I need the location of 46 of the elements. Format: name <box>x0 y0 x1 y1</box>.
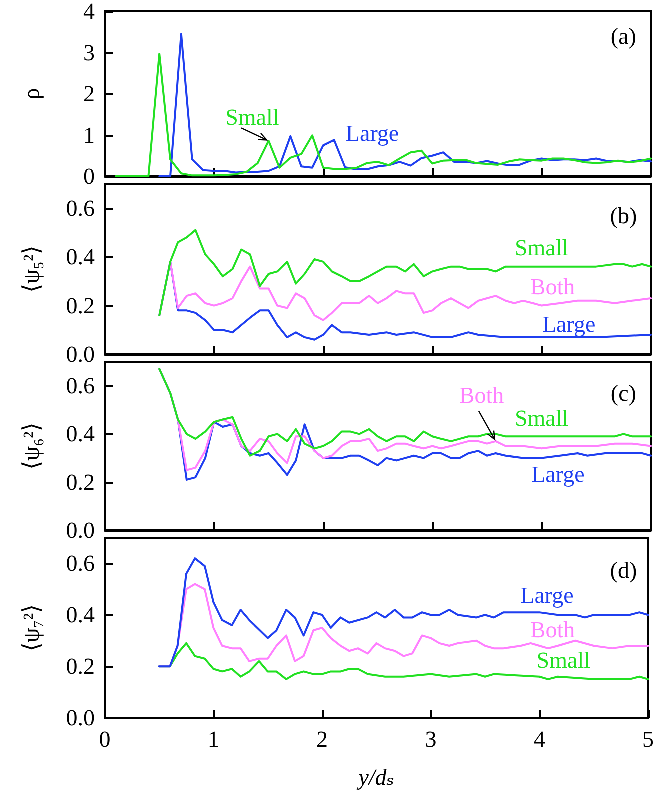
line-series <box>114 52 652 178</box>
x-tick-label: 1 <box>208 727 220 752</box>
y-tick-label: 0.6 <box>66 551 95 576</box>
series-label: Small <box>514 236 569 261</box>
x-tick-label: 0 <box>99 727 111 752</box>
series-label: Large <box>542 312 596 338</box>
y-tick-label: 0.4 <box>66 602 96 628</box>
x-tick-label: 3 <box>425 727 437 752</box>
y-axis-title: ρ <box>19 88 44 100</box>
annotation: (c) <box>610 381 636 406</box>
y-tick-label: 0.6 <box>66 196 95 221</box>
line-series <box>158 229 652 317</box>
annotation: (a) <box>610 24 636 49</box>
annotation: (b) <box>610 204 638 229</box>
y-tick-label: 1 <box>84 122 95 148</box>
y-tick-label: 0.0 <box>66 342 95 367</box>
y-tick-label: 0.2 <box>66 293 95 318</box>
series-label: Small <box>226 104 280 130</box>
annotation: (d) <box>610 558 638 583</box>
y-tick-label: 0.2 <box>66 654 95 680</box>
series-label: Both <box>530 617 576 642</box>
series-label: Large <box>520 583 574 608</box>
y-tick-label: 0.0 <box>66 706 95 730</box>
series-label: Both <box>459 382 505 408</box>
y-tick-label: 3 <box>84 40 95 66</box>
y-tick-label: 0.2 <box>66 470 95 495</box>
series-label: Large <box>532 462 585 488</box>
x-tick-label: 5 <box>642 727 654 752</box>
y-tick-label: 0 <box>84 164 95 189</box>
y-tick-label: 0.6 <box>66 374 95 399</box>
y-axis-title: ⟨ψ₅²⟩ <box>19 246 44 293</box>
x-tick-label: 2 <box>316 727 328 752</box>
x-axis-title: y/dₛ <box>356 765 395 790</box>
y-axis-title: ⟨ψ₇²⟩ <box>19 604 44 652</box>
y-axis-title: ⟨ψ₆²⟩ <box>19 422 44 470</box>
x-tick-label: 4 <box>534 727 546 752</box>
series-label: Small <box>514 406 569 431</box>
y-tick-label: 0.4 <box>66 244 96 270</box>
y-tick-label: 0.4 <box>66 422 96 447</box>
line-series <box>158 558 650 668</box>
series-label: Small <box>536 648 590 673</box>
series-label: Both <box>530 274 576 300</box>
y-tick-label: 4 <box>84 0 96 24</box>
y-tick-label: 2 <box>84 82 95 106</box>
y-tick-label: 0.0 <box>66 518 95 543</box>
series-label: Large <box>346 121 400 146</box>
